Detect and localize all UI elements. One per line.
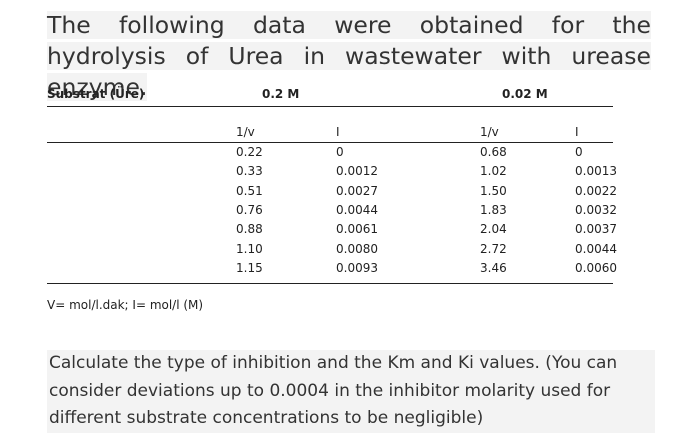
table-cell: 0.0044: [575, 241, 617, 256]
table-cell: 0.68: [480, 145, 507, 159]
table-cell: 0.0060: [575, 260, 617, 275]
table-cell: 0.0022: [575, 183, 617, 198]
table-cell: 0.0044: [336, 202, 378, 217]
table-cell: 0: [336, 145, 344, 159]
table-cell: 1.10: [236, 241, 263, 256]
table-header: Substrat (Üre): [47, 87, 145, 101]
table-subheader: 1/v: [236, 125, 255, 139]
table-cell: 0.0027: [336, 183, 378, 198]
table-cell: 1.15: [236, 260, 263, 275]
rule: [47, 142, 613, 143]
table-cell: 0.22: [236, 145, 263, 159]
table-subheader: 1/v: [480, 125, 499, 139]
table-cell: 0.88: [236, 222, 263, 237]
table-cell: 3.46: [480, 260, 507, 275]
rule: [47, 106, 613, 107]
table-cell: 1.83: [480, 202, 507, 217]
footnote: V= mol/l.dak; I= mol/l (M): [47, 298, 204, 312]
table-subheader: I: [575, 125, 579, 139]
table-cell: 0.76: [236, 202, 263, 217]
table-cell: 0.0012: [336, 164, 378, 179]
table-cell: 0.0080: [336, 241, 378, 256]
table-cell: 0.0032: [575, 202, 617, 217]
intro: The following data were obtained for the…: [47, 10, 651, 103]
table-cell: 0: [575, 145, 583, 159]
table-subheader: I: [336, 125, 340, 139]
table-cell: 1.02: [480, 164, 507, 179]
table-header: 0.02 M: [502, 87, 548, 101]
table-cell: 0.33: [236, 164, 263, 179]
table-cell: 2.04: [480, 222, 507, 237]
table-cell: 0.51: [236, 183, 263, 198]
table-header: 0.2 M: [262, 87, 300, 101]
rule: [47, 283, 613, 284]
table-cell: 2.72: [480, 241, 507, 256]
table-cell: 0.0013: [575, 164, 617, 179]
table-cell: 0.0037: [575, 222, 617, 237]
table-cell: 0.0093: [336, 260, 378, 275]
table-cell: 0.0061: [336, 222, 378, 237]
table-cell: 1.50: [480, 183, 507, 198]
question: Calculate the type of inhibition and the…: [47, 350, 655, 433]
